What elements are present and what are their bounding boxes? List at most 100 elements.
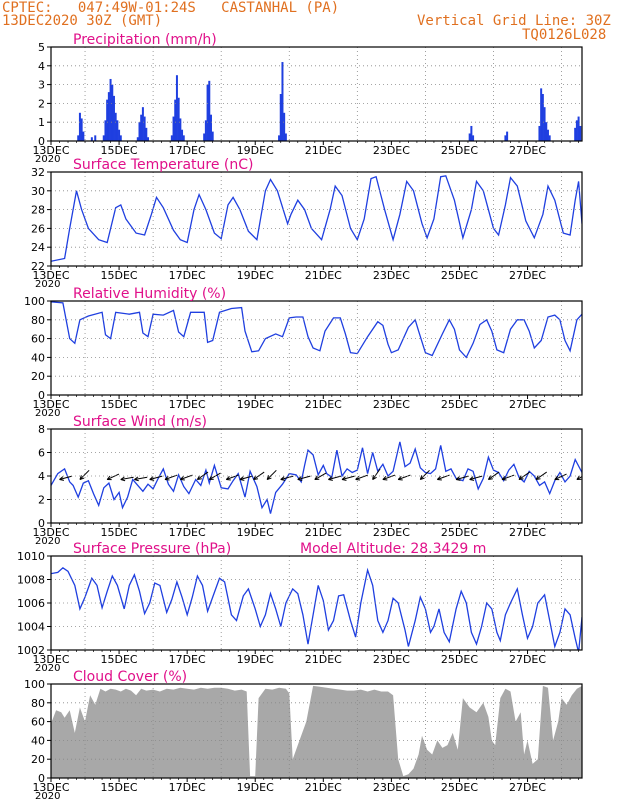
- precip-bar: [546, 129, 549, 141]
- model-id: TQ0126L028: [522, 27, 607, 43]
- year-label: 2020: [35, 408, 60, 419]
- precip-bar: [107, 92, 110, 141]
- x-tick-label: 15DEC: [101, 269, 138, 282]
- wind-arrow: [225, 474, 239, 481]
- year-label: 2020: [35, 279, 60, 290]
- precip-bar: [540, 88, 543, 141]
- x-tick-label: 27DEC: [509, 526, 546, 539]
- wind-arrow: [280, 475, 294, 481]
- precip-bar: [472, 135, 475, 141]
- x-tick-label: 23DEC: [373, 398, 410, 411]
- y-tick-label: 6: [38, 447, 45, 460]
- wind-arrow: [341, 475, 355, 481]
- y-tick-label: 4: [38, 470, 45, 483]
- x-tick-label: 13DEC: [32, 144, 69, 157]
- precip-bar: [575, 120, 578, 141]
- y-tick-label: 1006: [17, 597, 45, 610]
- x-tick-label: 27DEC: [509, 144, 546, 157]
- x-tick-label: 15DEC: [101, 398, 138, 411]
- cloud-series: [51, 685, 582, 778]
- y-tick-label: 40: [31, 734, 45, 747]
- x-tick-label: 19DEC: [237, 269, 274, 282]
- rh-series: [51, 301, 582, 359]
- precip-bar: [102, 135, 105, 141]
- x-tick-label: 25DEC: [441, 398, 478, 411]
- x-tick-label: 15DEC: [101, 526, 138, 539]
- wind-arrow: [372, 468, 381, 480]
- wind-panel: 0 2 4 6 8 13DEC 15DEC 17DEC 19DEC 21DEC 23DEC 25DEC…: [32, 414, 583, 547]
- wind-arrow: [518, 471, 530, 481]
- wind-arrow: [469, 475, 483, 481]
- wind-arrow: [487, 471, 500, 481]
- precip-bar: [141, 107, 144, 141]
- grid-line-info: Vertical Grid Line: 30Z: [417, 13, 611, 29]
- y-tick-label: 80: [31, 697, 45, 710]
- wind-arrow: [266, 469, 277, 480]
- temp-frame: [50, 171, 583, 267]
- precip-bar: [579, 125, 582, 141]
- pressure-series: [51, 566, 582, 650]
- precip-bar: [206, 84, 209, 141]
- wind-arrow: [328, 475, 342, 481]
- precip-bar: [283, 112, 286, 141]
- x-tick-label: 23DEC: [373, 526, 410, 539]
- x-tick-label: 13DEC: [32, 269, 69, 282]
- y-tick-label: 0: [38, 135, 45, 148]
- x-tick-label: 25DEC: [441, 653, 478, 666]
- precip-bar: [172, 116, 175, 141]
- y-tick-label: 40: [31, 351, 45, 364]
- station-info: CPTEC: 047:49W-01:24S CASTANHAL (PA): [2, 0, 340, 16]
- precip-bar: [80, 118, 83, 141]
- y-tick-label: 0: [38, 517, 45, 530]
- precip-bar: [545, 122, 548, 141]
- precip-bar: [211, 131, 214, 141]
- y-tick-label: 28: [31, 204, 45, 217]
- precip-bar: [470, 125, 473, 141]
- year-label: 2020: [35, 536, 60, 547]
- precip-bar: [140, 114, 143, 141]
- precip-bar: [143, 116, 146, 141]
- wind-arrow: [106, 473, 120, 481]
- wind-arrow: [149, 475, 163, 481]
- precip-bar: [284, 133, 287, 141]
- x-tick-label: 25DEC: [441, 144, 478, 157]
- wind-arrow: [382, 474, 396, 481]
- x-tick-label: 21DEC: [305, 144, 342, 157]
- precip-frame: [50, 46, 583, 142]
- wind-arrow: [59, 475, 73, 481]
- x-tick-label: 23DEC: [373, 144, 410, 157]
- y-tick-label: 32: [31, 166, 45, 179]
- precip-bar: [177, 97, 180, 141]
- y-tick-label: 2: [38, 97, 45, 110]
- precip-bar: [548, 135, 551, 141]
- precip-bar: [203, 133, 206, 141]
- wind-frame: [50, 428, 583, 524]
- wind-arrow: [120, 476, 134, 482]
- cloud-area: [51, 685, 582, 778]
- y-tick-label: 1002: [17, 644, 45, 657]
- precip-bar: [106, 99, 109, 141]
- x-tick-label: 15DEC: [101, 781, 138, 794]
- precip-bar: [136, 137, 139, 141]
- precip-bar: [174, 99, 177, 141]
- wind-arrow: [134, 476, 148, 482]
- precip-bar: [181, 129, 184, 141]
- precip-bar: [116, 120, 119, 141]
- y-tick-label: 0: [38, 389, 45, 402]
- x-tick-label: 23DEC: [373, 269, 410, 282]
- precip-bar: [577, 116, 580, 141]
- pressure-subtitle: Model Altitude: 28.3429 m: [300, 541, 486, 557]
- wind-arrow: [397, 474, 411, 481]
- y-tick-label: 8: [38, 423, 45, 436]
- y-tick-label: 60: [31, 716, 45, 729]
- temp-series: [51, 175, 582, 262]
- wind-arrow: [501, 474, 515, 481]
- precip-bar: [468, 133, 471, 141]
- y-tick-label: 30: [31, 185, 45, 198]
- year-label: 2020: [35, 154, 60, 165]
- precip-bar: [109, 78, 112, 141]
- y-tick-label: 24: [31, 241, 45, 254]
- wind-arrow: [297, 475, 311, 481]
- precip-bar: [78, 112, 81, 141]
- wind-arrow: [554, 473, 567, 481]
